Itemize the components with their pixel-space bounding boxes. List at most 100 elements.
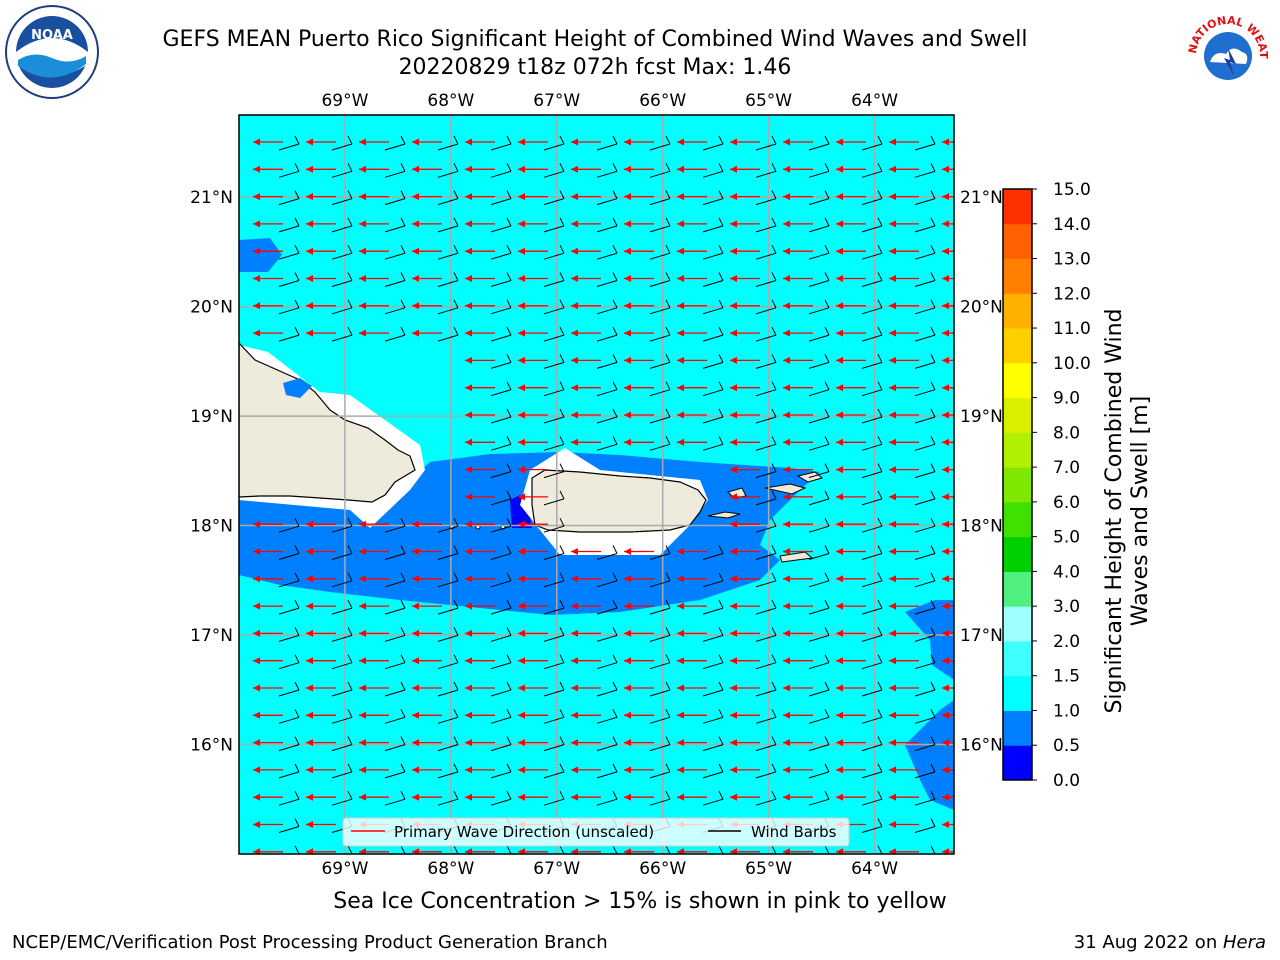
colorbar (1002, 188, 1033, 781)
wave-arrowhead (783, 329, 790, 337)
wind-barb-feather (771, 845, 777, 854)
wind-barb-staff (437, 225, 459, 233)
wind-barb-staff (596, 225, 618, 233)
wind-barb-staff (490, 143, 512, 151)
wind-barb-feather (294, 627, 300, 636)
wave-arrowhead (359, 520, 366, 528)
wave-arrowhead (942, 411, 949, 419)
wave-arrowhead (730, 684, 737, 692)
wind-barb-staff (331, 170, 353, 178)
wave-arrowhead (836, 684, 843, 692)
wave-arrowhead (730, 629, 737, 637)
wind-barb-staff (437, 334, 459, 342)
wave-arrowhead (783, 466, 790, 474)
wind-barb-feather (930, 572, 936, 582)
wind-barb-feather (294, 709, 300, 718)
wave-arrowhead (571, 657, 578, 665)
wind-barb-staff (278, 689, 300, 697)
wind-barb-staff (968, 717, 988, 723)
wind-barb-staff (437, 307, 459, 315)
wave-arrowhead (783, 493, 790, 501)
wave-arrowhead (624, 848, 631, 854)
wind-barb-staff (278, 662, 300, 670)
colorbar-ticks: 0.0 0.5 1.0 1.5 2.0 3.0 4.0 5.0 6.0 7.0 8.0 9.0 10.0… (1032, 180, 1091, 791)
wind-barb-staff (490, 280, 512, 287)
wind-barb-feather (877, 408, 883, 418)
wind-barb-feather (930, 545, 936, 554)
wind-barb-staff (861, 553, 883, 560)
wind-barb-staff (437, 170, 459, 178)
wave-arrowhead (889, 193, 896, 201)
wind-barb-staff (861, 798, 883, 806)
wave-arrowhead (465, 302, 472, 310)
wave-arrowhead (889, 684, 896, 692)
wind-barb-staff (596, 252, 618, 260)
wind-barb-feather (771, 599, 777, 609)
wave-arrowhead (836, 739, 843, 747)
land-vieques (707, 511, 741, 519)
lon-tick-label: 66°W (639, 91, 686, 111)
lat-tick-label: 21°N (960, 188, 1003, 208)
wind-barb-staff (914, 826, 936, 833)
colorbar-tick-label: 6.0 (1053, 493, 1080, 513)
wave-arrowhead (306, 302, 313, 310)
wind-barb-staff (437, 525, 459, 533)
wave-arrowhead (518, 575, 525, 583)
wave-arrowhead (412, 329, 419, 337)
wave-arrowhead (889, 766, 896, 774)
wind-barb-feather (984, 218, 988, 226)
wind-barb-staff (702, 443, 724, 451)
wave-arrowhead (306, 766, 313, 774)
wave-arrowhead (253, 520, 260, 528)
wave-arrowhead (359, 329, 366, 337)
wind-barb-feather (506, 490, 512, 500)
wave-arrowhead (571, 193, 578, 201)
wave-arrowhead (624, 384, 631, 392)
wave-arrowhead (253, 247, 260, 255)
colorbar-tick-label: 0.5 (1053, 736, 1080, 756)
wind-barb-feather (347, 599, 353, 609)
wind-barb-feather (294, 599, 300, 609)
wind-barb-staff (649, 252, 671, 260)
wind-barb-feather (612, 326, 618, 336)
wind-barb-feather (930, 654, 936, 663)
wind-barb-staff (808, 198, 830, 206)
wind-barb-staff (914, 225, 936, 233)
wave-arrowhead (359, 275, 366, 282)
wind-barb-feather (665, 790, 671, 800)
wind-barb-staff (914, 416, 936, 424)
wind-barb-feather (506, 163, 512, 172)
map-legend: Primary Wave Direction (unscaled) Wind B… (342, 817, 850, 847)
footer-credit: NCEP/EMC/Verification Post Processing Pr… (12, 932, 608, 953)
wind-barb-staff (596, 580, 618, 588)
wind-barb-feather (612, 736, 618, 745)
wave-arrowhead (783, 411, 790, 419)
wave-arrowhead (412, 793, 419, 801)
wind-barb-staff (808, 471, 830, 479)
wave-arrowhead (253, 739, 260, 747)
wave-arrowhead (942, 548, 949, 555)
wind-barb-feather (347, 790, 353, 800)
wind-barb-feather (771, 736, 777, 745)
wind-barb-feather (665, 244, 671, 254)
wave-arrowhead (518, 356, 525, 364)
legend-wave-label: Primary Wave Direction (unscaled) (394, 823, 654, 841)
wind-barb-feather (984, 464, 988, 472)
wave-arrowhead (942, 165, 949, 173)
wave-arrowhead (571, 629, 578, 637)
wind-barb-staff (278, 143, 300, 151)
wind-barb-feather (400, 244, 406, 254)
wind-barb-staff (808, 662, 830, 670)
wind-barb-staff (490, 198, 512, 206)
wave-arrowhead (518, 275, 525, 282)
wind-barb-staff (543, 280, 565, 287)
wave-arrowhead (624, 411, 631, 419)
wave-arrowhead (253, 684, 260, 692)
wave-arrowhead (942, 821, 949, 828)
wind-barb-staff (808, 553, 830, 560)
wave-arrowhead (783, 711, 790, 719)
wind-barb-staff (808, 280, 830, 287)
wind-barb-feather (400, 763, 406, 773)
wind-barb-staff (755, 143, 777, 151)
wave-arrowhead (677, 247, 684, 255)
